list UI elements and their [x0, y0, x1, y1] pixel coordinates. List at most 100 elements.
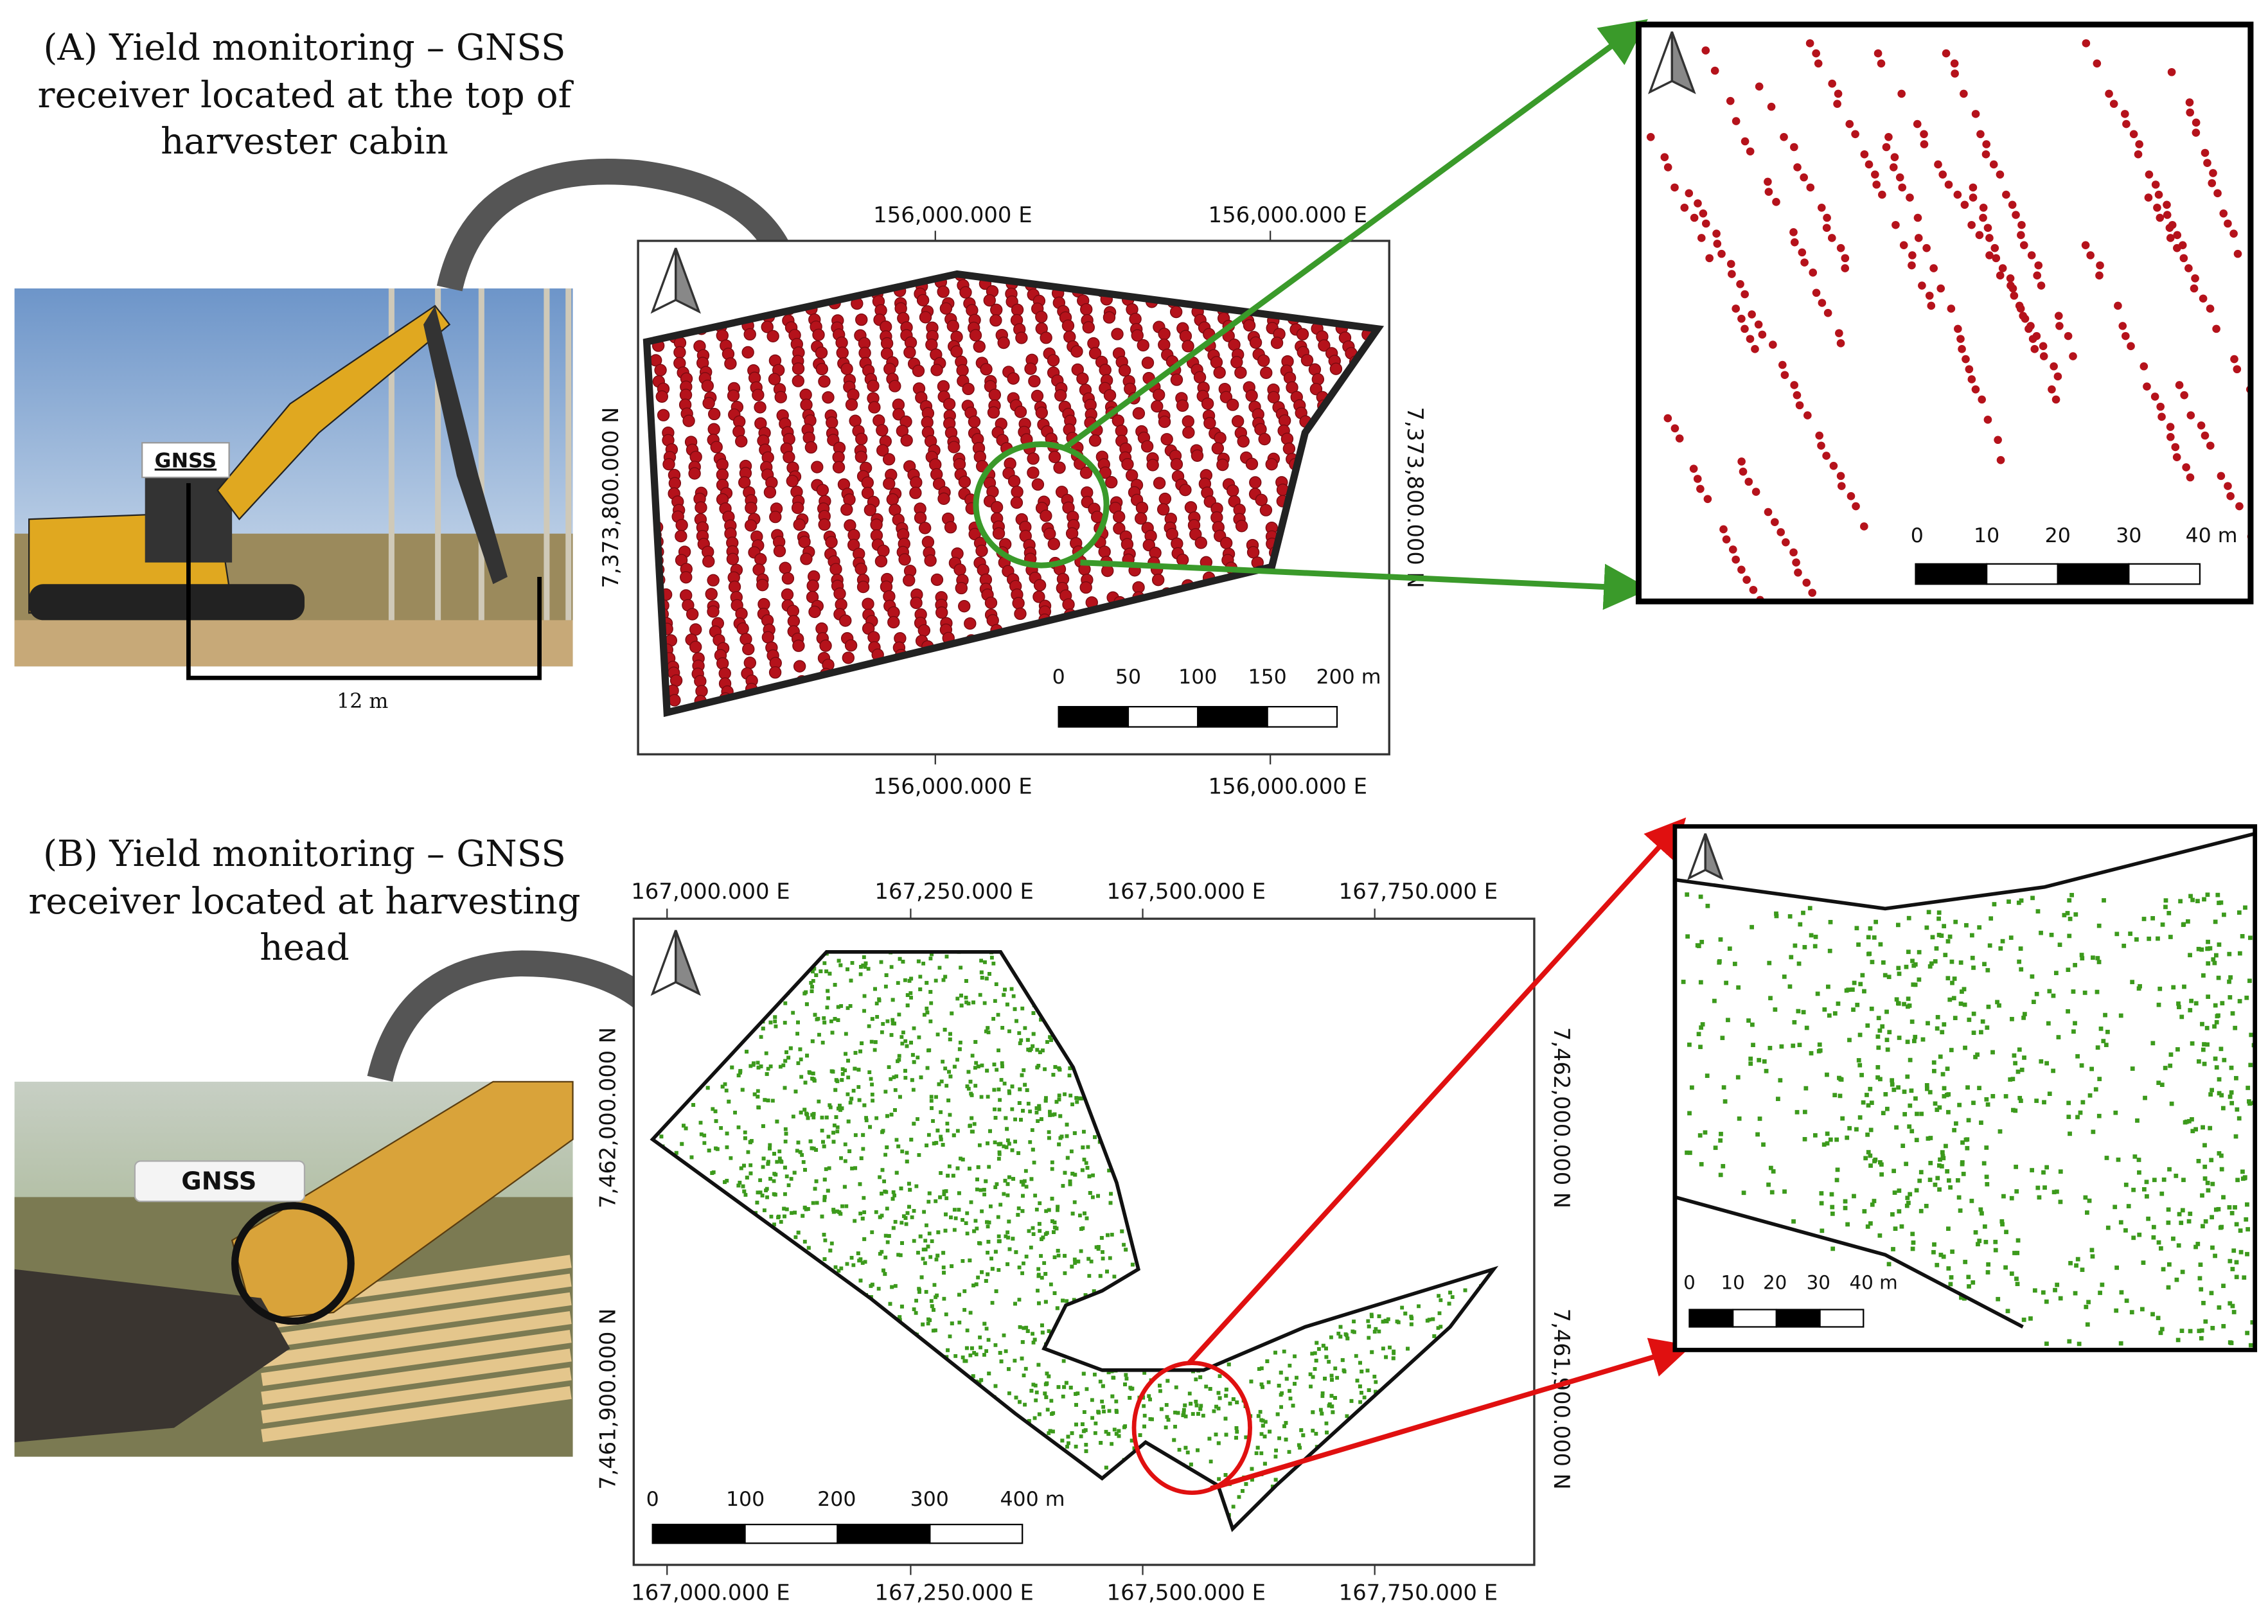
yield-point: [983, 294, 996, 307]
yield-point: [1737, 314, 1746, 323]
yield-point: [1484, 347, 1495, 358]
yield-point: [1554, 634, 1566, 646]
yield-point: [962, 382, 975, 396]
yield-point: [953, 1216, 958, 1221]
yield-point: [1493, 363, 1505, 375]
yield-point: [488, 710, 500, 721]
yield-point: [1435, 339, 1447, 350]
yield-point: [1063, 1092, 1067, 1097]
yield-point: [975, 544, 988, 558]
yield-point: [2199, 294, 2208, 303]
yield-point: [1606, 703, 1618, 715]
yield-point: [1890, 153, 1899, 162]
yield-point: [892, 408, 905, 421]
yield-point: [1431, 329, 1443, 340]
yield-point: [1412, 598, 1424, 610]
yield-point: [1129, 312, 1142, 326]
yield-point: [585, 393, 596, 405]
yield-point: [1391, 470, 1403, 481]
yield-point: [626, 545, 637, 556]
yield-point: [924, 554, 937, 567]
yield-point: [1464, 348, 1476, 360]
yield-point: [1535, 590, 1546, 601]
yield-point: [793, 660, 806, 673]
yield-point: [1465, 669, 1476, 681]
yield-point: [1447, 426, 1458, 437]
yield-point: [1560, 522, 1572, 533]
yield-point: [1836, 339, 1845, 348]
yield-point: [1230, 356, 1243, 369]
yield-point: [844, 1032, 848, 1036]
yield-point: [1847, 492, 1856, 500]
yield-point: [588, 624, 599, 635]
yield-point: [1983, 416, 1992, 424]
yield-point: [2144, 193, 2153, 202]
yield-point: [846, 1006, 850, 1011]
yield-point: [1965, 365, 1974, 374]
yield-point: [1918, 281, 1926, 290]
yield-point: [695, 501, 707, 514]
yield-point: [2201, 431, 2210, 440]
scale-label: 20: [2045, 524, 2071, 547]
yield-point: [540, 667, 551, 679]
yield-point: [625, 331, 636, 343]
yield-point: [800, 398, 813, 411]
yield-point: [1732, 304, 1741, 313]
yield-point: [1426, 710, 1438, 721]
yield-point: [606, 366, 617, 377]
yield-point: [1449, 312, 1461, 324]
yield-point: [1141, 357, 1155, 369]
yield-point: [1437, 531, 1449, 543]
yield-point: [937, 966, 942, 970]
yield-point: [948, 441, 961, 454]
scale-bar-segment: [2128, 563, 2201, 585]
yield-point: [1737, 565, 1746, 574]
panel-title: harvester cabin: [161, 121, 448, 163]
yield-point: [842, 651, 855, 664]
yield-point: [934, 978, 938, 983]
yield-point: [1922, 243, 1931, 252]
yield-point: [1960, 89, 1968, 98]
yield-point: [1392, 341, 1404, 353]
photo-tree: [544, 288, 550, 621]
yield-point: [1466, 356, 1478, 367]
yield-point: [1300, 354, 1314, 367]
yield-point: [811, 461, 824, 473]
yield-point: [1103, 311, 1116, 324]
yield-point: [1445, 367, 1457, 378]
yield-point: [1690, 213, 1699, 222]
yield-point: [1226, 398, 1239, 411]
yield-point: [912, 364, 925, 377]
yield-point: [937, 285, 950, 298]
yield-point: [1034, 1207, 1039, 1212]
yield-point: [1570, 670, 1582, 682]
yield-point: [579, 583, 590, 594]
yield-point: [921, 536, 935, 549]
yield-point: [1419, 614, 1431, 626]
yield-point: [2156, 402, 2165, 411]
yield-point: [909, 996, 913, 1000]
yield-point: [1996, 170, 2005, 179]
yield-point: [874, 1210, 878, 1214]
yield-point: [2143, 382, 2151, 391]
yield-point: [1713, 240, 1722, 248]
yield-point: [1088, 347, 1102, 360]
yield-point: [1577, 564, 1588, 576]
yield-point: [837, 1269, 841, 1273]
yield-point: [1487, 471, 1498, 482]
yield-point: [1576, 684, 1588, 695]
yield-point: [745, 502, 757, 515]
photo-excavator: [217, 304, 451, 520]
yield-point: [1929, 264, 1938, 272]
yield-point: [804, 441, 818, 454]
yield-point: [858, 1212, 863, 1215]
yield-point: [1419, 303, 1431, 315]
yield-point: [1048, 1109, 1052, 1114]
yield-point: [1118, 364, 1131, 377]
yield-point: [1568, 538, 1579, 550]
yield-point: [903, 346, 916, 359]
yield-point: [1925, 291, 1934, 300]
yield-point: [916, 294, 930, 307]
yield-point: [1308, 1372, 1313, 1377]
yield-point: [1441, 349, 1453, 361]
